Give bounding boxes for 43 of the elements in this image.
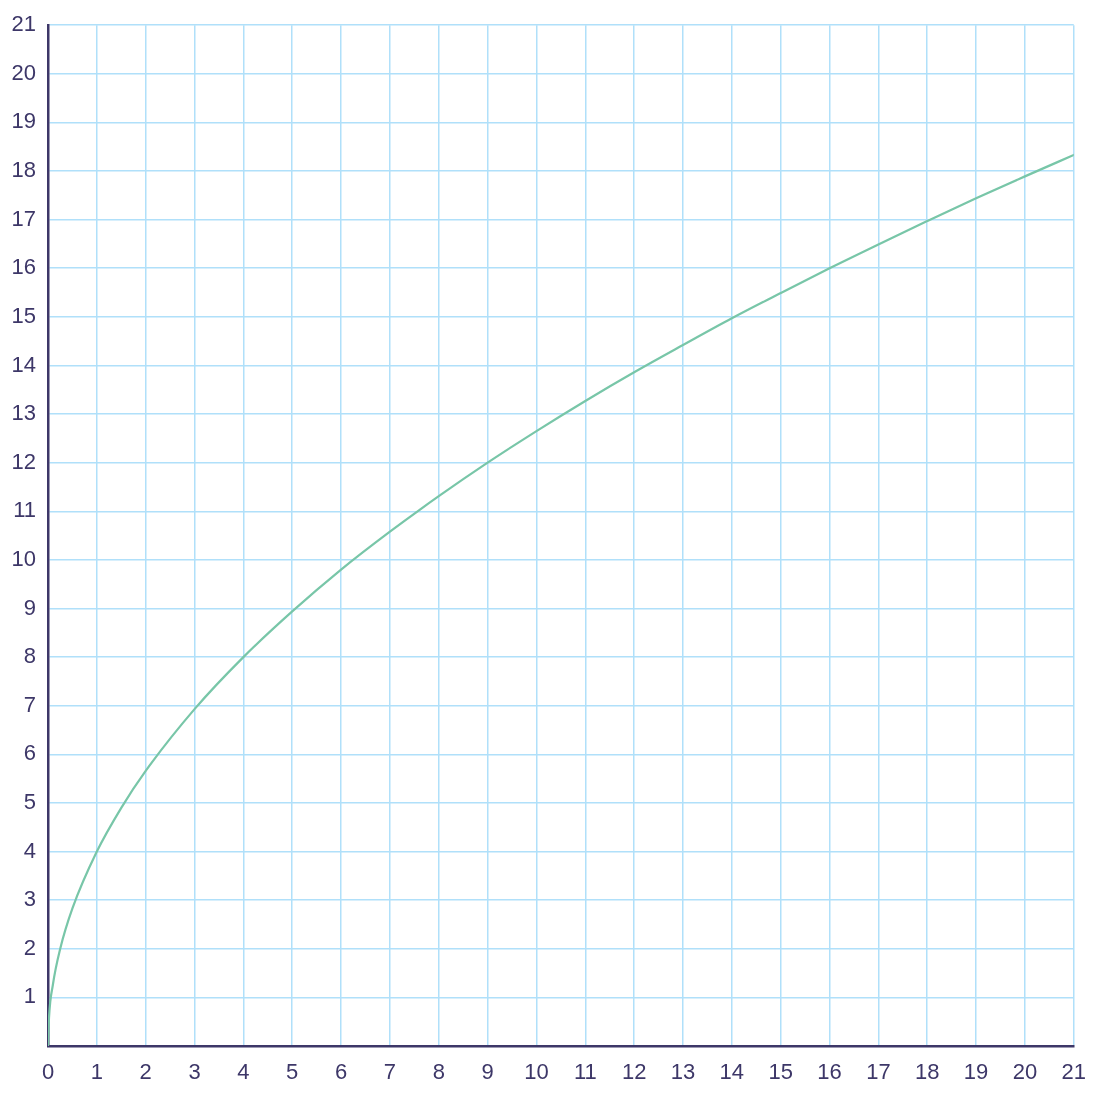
x-tick-label: 20 [1012,1059,1038,1085]
y-tick-label: 4 [23,837,36,863]
x-tick-label: 16 [817,1059,842,1085]
y-tick-label: 19 [11,108,36,134]
x-tick-label: 2 [139,1059,152,1085]
y-tick-label: 14 [11,351,36,377]
y-tick-label: 21 [11,11,36,37]
y-tick-label: 6 [23,740,36,766]
x-tick-label: 0 [41,1059,55,1085]
x-tick-label: 4 [237,1059,250,1085]
y-tick-label: 8 [23,643,36,669]
x-tick-label: 6 [334,1059,348,1085]
y-tick-label: 5 [23,789,36,815]
y-tick-label: 17 [11,205,36,231]
y-tick-label: 11 [13,497,36,523]
x-tick-label: 1 [90,1059,103,1085]
x-tick-label: 8 [432,1059,445,1085]
x-tick-label: 17 [866,1059,891,1085]
x-tick-label: 19 [963,1059,989,1085]
x-tick-label: 21 [1061,1059,1087,1085]
y-tick-label: 1 [23,983,36,1009]
y-tick-label: 9 [23,594,36,620]
y-tick-label: 15 [11,302,36,328]
y-tick-label: 10 [11,545,36,571]
y-tick-label: 7 [23,691,36,717]
y-tick-label: 13 [11,400,36,426]
x-tick-label: 7 [383,1059,397,1085]
y-tick-label: 3 [23,886,36,912]
y-tick-label: 12 [11,448,36,474]
y-tick-label: 20 [11,59,36,85]
x-tick-label: 12 [621,1059,647,1085]
x-tick-label: 10 [524,1059,549,1085]
x-tick-label: 3 [188,1059,201,1085]
y-tick-label: 18 [11,157,36,183]
y-tick-label: 16 [11,254,36,280]
x-tick-label: 9 [481,1059,494,1085]
x-tick-label: 5 [286,1059,299,1085]
x-tick-label: 13 [670,1059,696,1085]
x-tick-label: 14 [719,1059,745,1085]
x-tick-label: 18 [914,1059,940,1085]
x-tick-label: 11 [573,1059,597,1085]
x-tick-label: 15 [768,1059,793,1085]
y-tick-label: 2 [23,934,36,960]
